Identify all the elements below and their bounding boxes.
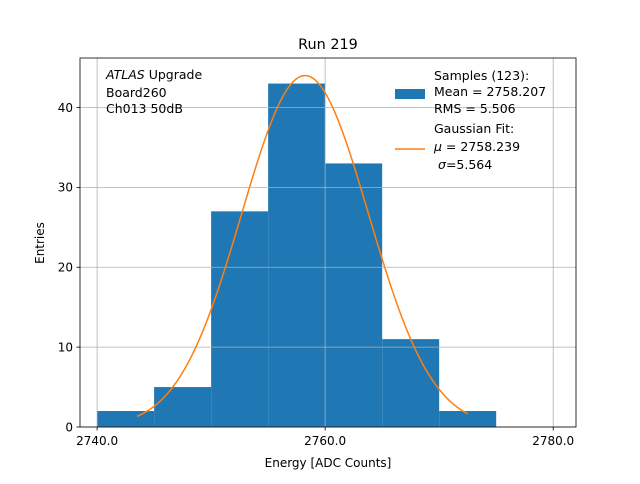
histogram-bar <box>211 211 269 427</box>
mu-symbol: μ <box>433 139 442 154</box>
y-tick-label: 10 <box>58 340 73 354</box>
histogram-bar <box>325 163 383 427</box>
x-axis-ticks: 2740.0 2760.0 2780.0 <box>76 427 574 448</box>
annotation-line-3: Ch013 50dB <box>106 101 183 116</box>
legend-samples-title: Samples (123): <box>434 68 529 83</box>
x-tick-label: 2780.0 <box>532 434 574 448</box>
plot-frame <box>79 57 577 428</box>
experiment-name: ATLAS <box>105 67 145 82</box>
legend: Samples (123): Mean = 2758.207 RMS = 5.5… <box>395 68 546 172</box>
y-axis-ticks: 0 10 20 30 40 <box>58 101 80 434</box>
y-axis-label: Entries <box>33 222 47 264</box>
experiment-suffix: Upgrade <box>145 67 203 82</box>
x-tick-label: 2740.0 <box>76 434 118 448</box>
histogram-bar <box>439 411 497 427</box>
histogram-bar <box>154 387 212 427</box>
annotation-line-2: Board260 <box>106 85 167 100</box>
annotation-box: ATLAS Upgrade Board260 Ch013 50dB <box>105 67 202 116</box>
legend-fit-title: Gaussian Fit: <box>434 121 514 136</box>
mu-value: = 2758.239 <box>442 139 520 154</box>
y-tick-label: 0 <box>65 420 73 434</box>
sigma-symbol: σ <box>438 157 447 172</box>
y-tick-label: 20 <box>58 261 73 275</box>
x-tick-label: 2760.0 <box>304 434 346 448</box>
gaussian-fit <box>136 74 469 418</box>
legend-swatch-samples <box>395 89 425 99</box>
legend-fit-mu: μ = 2758.239 <box>433 139 520 154</box>
y-tick-label: 40 <box>58 101 73 115</box>
fit-curve <box>136 74 469 418</box>
histogram-bars <box>97 83 497 427</box>
y-tick-label: 30 <box>58 181 73 195</box>
histogram-bar <box>97 411 155 427</box>
x-axis-label: Energy [ADC Counts] <box>265 456 392 470</box>
sigma-value: =5.564 <box>446 157 492 172</box>
histogram-bar <box>382 339 440 427</box>
legend-samples-mean: Mean = 2758.207 <box>434 84 546 99</box>
legend-samples-rms: RMS = 5.506 <box>434 101 516 116</box>
histogram-bar <box>268 83 326 427</box>
annotation-line-1: ATLAS Upgrade <box>105 67 202 82</box>
chart-title: Run 219 <box>298 37 358 53</box>
legend-fit-sigma: σ=5.564 <box>438 157 492 172</box>
